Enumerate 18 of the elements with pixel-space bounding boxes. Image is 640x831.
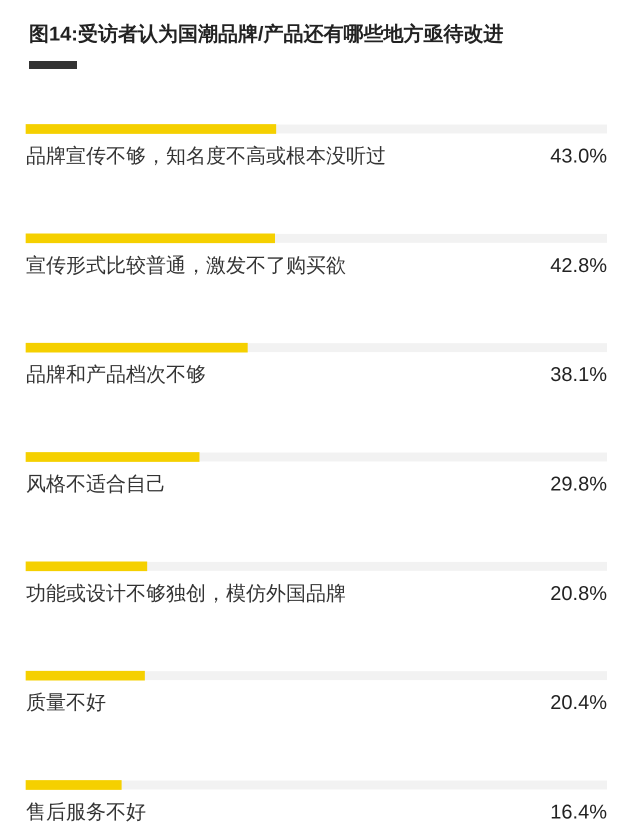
chart-title: 图14:受访者认为国潮品牌/产品还有哪些地方亟待改进 — [29, 22, 504, 46]
data-label: 20.8% — [550, 582, 608, 605]
data-label: 16.4% — [550, 802, 608, 824]
data-label: 38.1% — [550, 364, 608, 386]
data-label: 43.0% — [550, 146, 608, 168]
bar — [26, 562, 148, 572]
y-tick-label: 售后服务不好 — [26, 802, 146, 824]
y-tick-label: 功能或设计不够独创，模仿外国品牌 — [26, 582, 346, 605]
data-label: 20.4% — [550, 692, 608, 714]
y-tick-label: 品牌和产品档次不够 — [26, 364, 206, 386]
y-tick-label: 宣传形式比较普通，激发不了购买欲 — [26, 254, 346, 277]
data-label: 29.8% — [550, 474, 608, 496]
bar — [26, 670, 145, 680]
bar — [26, 780, 122, 790]
y-tick-label: 品牌宣传不够，知名度不高或根本没听过 — [26, 144, 386, 168]
data-label: 42.8% — [550, 254, 608, 277]
y-tick-label: 质量不好 — [26, 692, 106, 714]
y-tick-label: 风格不适合自己 — [26, 474, 166, 496]
